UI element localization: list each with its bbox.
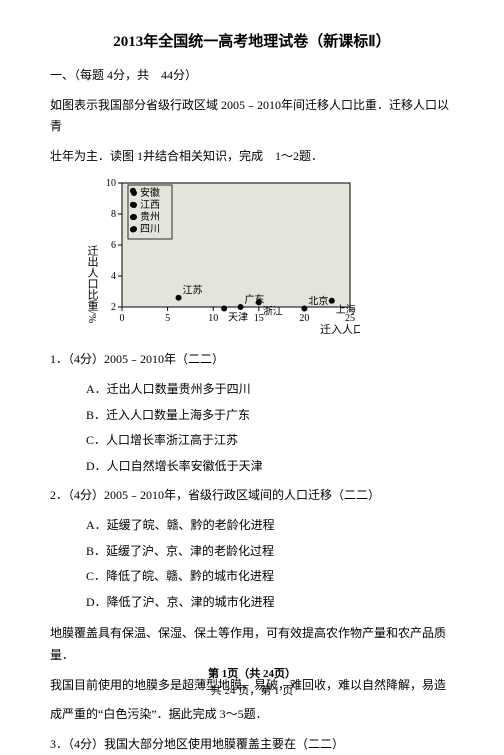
svg-text:江西: 江西 (140, 199, 160, 211)
intro-line-2: 壮年为主．读图 1并结合相关知识，完成 1～2题． (50, 146, 454, 168)
svg-text:8: 8 (111, 209, 116, 220)
svg-text:2: 2 (111, 302, 116, 313)
svg-text:四川: 四川 (140, 224, 160, 235)
svg-text:广东: 广东 (245, 293, 265, 306)
q1-stem: 1．（4分）2005﹣2010年（二二） (50, 349, 454, 371)
page-title: 2013年全国统一高考地理试卷（新课标Ⅱ） (50, 30, 454, 51)
page-footer: 第 1页（共 24页） 共 24 页，第 1 页 (0, 666, 504, 699)
para2-line-c: 成严重的“白色污染”．据此完成 3～5题． (50, 704, 454, 726)
q1-opt-b: B．迁入人口数量上海多于广东 (86, 405, 454, 427)
q2-stem: 2．（4分）2005﹣2010年，省级行政区域间的人口迁移（二二） (50, 485, 454, 507)
q2-opt-b: B．延缓了沪、京、津的老龄化过程 (86, 541, 454, 563)
q2-opt-a: A．延缓了皖、赣、黔的老龄化进程 (86, 515, 454, 537)
svg-text:上海: 上海 (336, 303, 356, 316)
section-header: 一、（每题 4分，共 44分） (50, 65, 454, 87)
svg-text:4: 4 (111, 271, 116, 282)
svg-text:天津: 天津 (228, 312, 248, 324)
svg-text:10: 10 (208, 313, 218, 324)
footer-line-2: 共 24 页，第 1 页 (0, 683, 504, 700)
svg-text:贵州: 贵州 (140, 210, 160, 223)
svg-text:20: 20 (299, 313, 309, 324)
svg-text:6: 6 (111, 240, 116, 251)
svg-text:迁出人口比重/%: 迁出人口比重/% (86, 245, 99, 324)
svg-text:浙江: 浙江 (263, 306, 283, 318)
svg-text:安徽: 安徽 (140, 186, 160, 199)
q2-opt-d: D．降低了沪、京、津的城市化进程 (86, 592, 454, 614)
q1-opt-c: C．人口增长率浙江高于江苏 (86, 430, 454, 452)
svg-text:5: 5 (165, 313, 170, 324)
q2-opt-c: C．降低了皖、赣、黔的城市化进程 (86, 566, 454, 588)
para2-line-a: 地膜覆盖具有保温、保湿、保土等作用，可有效提高农作物产量和农产品质量． (50, 623, 454, 666)
q3-stem: 3．（4分）我国大部分地区使用地膜覆盖主要在（二二） (50, 734, 454, 755)
q1-opt-a: A．迁出人口数量贵州多于四川 (86, 379, 454, 401)
svg-text:北京: 北京 (308, 295, 328, 308)
svg-text:10: 10 (106, 178, 116, 189)
intro-line-1: 如图表示我国部分省级行政区域 2005﹣2010年间迁移人口比重．迁移人口以青 (50, 95, 454, 138)
q1-opt-d: D．人口自然增长率安徽低于天津 (86, 456, 454, 478)
svg-text:江苏: 江苏 (183, 284, 203, 297)
footer-line-1: 第 1页（共 24页） (0, 666, 504, 683)
migration-chart: 0510152025246810迁入人口比重/%迁出人口比重/%安徽江西贵州四川… (80, 175, 454, 339)
svg-text:0: 0 (120, 313, 125, 324)
svg-text:迁入人口比重/%: 迁入人口比重/% (320, 322, 360, 335)
